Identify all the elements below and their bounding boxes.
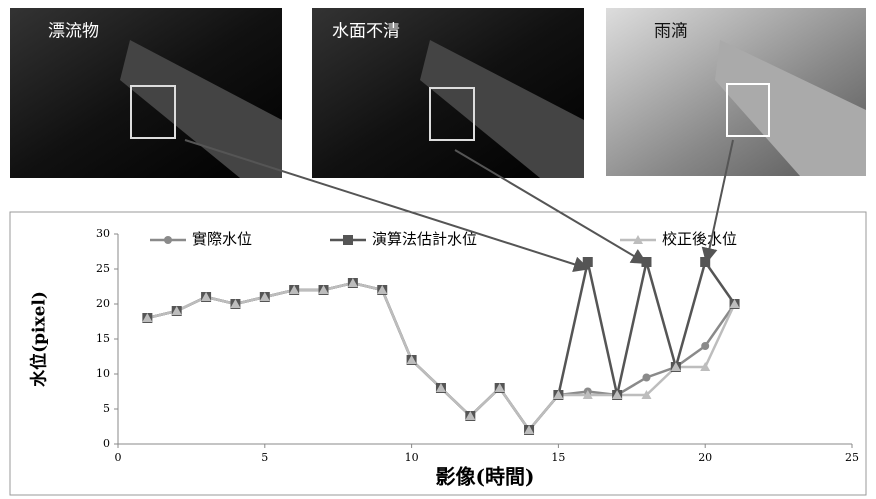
- y-tick-label: 25: [96, 262, 110, 275]
- y-tick-label: 10: [96, 367, 110, 380]
- y-tick-label: 0: [103, 437, 110, 450]
- marker: [642, 374, 650, 382]
- x-tick-label: 0: [115, 451, 122, 464]
- chart-frame: [10, 212, 866, 495]
- marker: [701, 342, 709, 350]
- x-tick-label: 5: [261, 451, 268, 464]
- legend-label: 演算法估計水位: [372, 230, 477, 248]
- photo-label: 漂流物: [48, 22, 99, 42]
- x-axis-title: 影像(時間): [436, 465, 535, 489]
- x-tick-label: 15: [551, 451, 565, 464]
- marker: [700, 257, 710, 267]
- legend-marker: [164, 236, 172, 244]
- x-tick-label: 20: [698, 451, 712, 464]
- x-tick-label: 25: [845, 451, 859, 464]
- legend-marker: [343, 235, 353, 245]
- y-tick-label: 15: [96, 332, 110, 345]
- figure: 漂流物 水面不清 雨滴 0 5 10 15 20 25 30 0 5 10 15 20 25 影像(時間)…: [0, 0, 876, 499]
- y-tick-label: 30: [96, 227, 110, 240]
- legend-label: 實際水位: [192, 230, 252, 248]
- y-axis-title: 水位(pixel): [29, 291, 50, 387]
- page: 漂流物 水面不清 雨滴 0 5 10 15 20 25 30 0 5 10 15 20 25 影像(時間)…: [0, 0, 876, 499]
- marker: [583, 257, 593, 267]
- photo: 水面不清: [312, 8, 584, 178]
- photo: 漂流物: [10, 8, 282, 178]
- photo: 雨滴: [606, 8, 866, 176]
- legend-label: 校正後水位: [662, 230, 737, 248]
- photo-label: 水面不清: [332, 22, 400, 42]
- x-tick-label: 10: [405, 451, 419, 464]
- photo-label: 雨滴: [654, 22, 688, 42]
- y-tick-label: 5: [103, 402, 110, 415]
- y-tick-label: 20: [96, 297, 110, 310]
